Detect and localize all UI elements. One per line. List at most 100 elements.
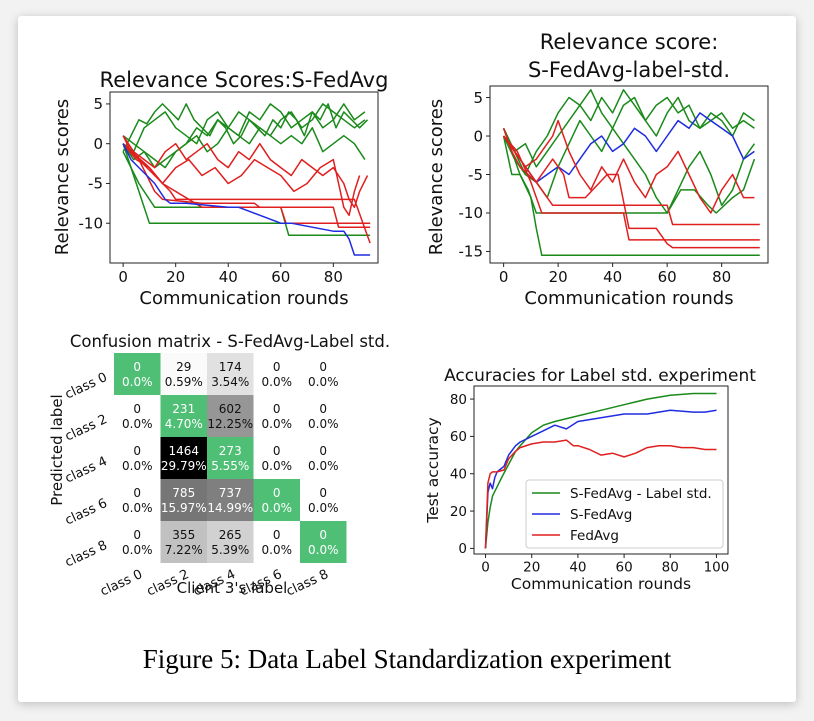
matrix-cell	[114, 353, 161, 395]
cell-percent: 0.0%	[308, 375, 339, 389]
cell-percent: 3.54%	[211, 375, 249, 389]
matrix-cell	[207, 479, 254, 521]
cell-percent: 7.22%	[165, 543, 203, 557]
y-axis-label: Relevance scores	[52, 99, 73, 255]
x-tick-label: 20	[166, 268, 185, 286]
cell-count: 231	[172, 402, 195, 416]
y-axis-label: Predicted label	[48, 394, 66, 505]
matrix-cell	[114, 437, 161, 479]
cell-percent: 0.0%	[262, 459, 293, 473]
y-tick-label: 5	[93, 95, 103, 113]
cell-percent: 12.25%	[207, 417, 253, 431]
series-line-3	[122, 103, 366, 169]
series-line-4	[502, 135, 760, 257]
series-line-7	[122, 143, 361, 217]
cell-percent: 15.97%	[161, 501, 207, 515]
x-axis-label: Communication rounds	[511, 575, 691, 593]
legend: S-FedAvg - Label std. S-FedAvg FedAvg	[525, 479, 724, 549]
cell-percent: 0.0%	[262, 375, 293, 389]
matrix-cell	[253, 353, 300, 395]
matrix-cell	[207, 521, 254, 563]
matrix-cell	[114, 395, 161, 437]
plot-frame	[473, 385, 729, 555]
matrix-cell	[300, 437, 347, 479]
series-line-5	[502, 112, 755, 183]
cell-percent: 5.39%	[211, 543, 249, 557]
series-line-1	[502, 89, 755, 176]
x-tick-label: 100	[704, 560, 730, 576]
tick-labels: 0 20 40 60 80 5 0 -5 -10 -15	[459, 89, 732, 286]
series-line-6	[122, 135, 369, 209]
cell-percent: 0.0%	[262, 417, 293, 431]
matrix-cell	[253, 437, 300, 479]
y-tick-label: 0	[93, 135, 103, 153]
y-tick-label: class 6	[63, 496, 110, 528]
x-axis-label: Communication rounds	[139, 288, 348, 309]
cell-count: 0	[133, 402, 141, 416]
series-line-1	[122, 103, 366, 153]
y-tick-label: 5	[473, 89, 483, 107]
series-line-0	[484, 392, 717, 549]
cell-count: 0	[273, 444, 281, 458]
cell-count: 0	[319, 486, 327, 500]
x-axis-label: Communication rounds	[524, 288, 733, 309]
series-lines	[122, 103, 371, 256]
chart-title: Accuracies for Label std. experiment	[444, 366, 756, 386]
matrix-cell	[160, 479, 207, 521]
cell-count: 0	[319, 528, 327, 542]
y-tick-label: 40	[450, 466, 467, 482]
cell-percent: 0.59%	[165, 375, 203, 389]
matrix-cell	[300, 479, 347, 521]
cell-percent: 5.55%	[211, 459, 249, 473]
cell-count: 0	[273, 402, 281, 416]
y-tick-label: 20	[450, 504, 467, 520]
y-axis-label: Test accuracy	[424, 417, 442, 523]
figure-caption: Figure 5: Data Label Standardization exp…	[142, 644, 672, 674]
x-tick-label: 0	[499, 268, 509, 286]
cell-percent: 14.99%	[207, 501, 253, 515]
cell-count: 0	[273, 486, 281, 500]
y-tick-label: class 0	[63, 370, 110, 402]
x-tick-label: class 0	[98, 567, 145, 599]
chart-title: Confusion matrix - S-FedAvg-Label std.	[70, 332, 390, 351]
cell-count: 0	[133, 360, 141, 374]
x-tick-label: 60	[271, 268, 290, 286]
cell-count: 0	[133, 486, 141, 500]
cell-count: 0	[319, 360, 327, 374]
legend-label: S-FedAvg - Label std.	[570, 486, 712, 502]
cell-percent: 29.79%	[161, 459, 207, 473]
cell-count: 602	[219, 402, 242, 416]
matrix-cell	[300, 521, 347, 563]
chart-title-line-2: S-FedAvg-label-std.	[528, 58, 730, 82]
tick-labels: 0 20 40 60 80 5 0 -5 -10	[79, 95, 343, 286]
y-tick-label: class 8	[63, 538, 110, 570]
cell-percent: 0.0%	[122, 459, 153, 473]
series-line-1	[484, 409, 717, 549]
chart-relevance-sfedavg: Relevance Scores:S-FedAvg Communication …	[52, 68, 388, 309]
matrix-cell	[114, 521, 161, 563]
cell-count: 355	[172, 528, 195, 542]
series-line-0	[122, 103, 369, 153]
series-line-2	[484, 439, 717, 549]
cell-count: 0	[319, 444, 327, 458]
series-line-0	[502, 89, 755, 168]
cell-count: 265	[219, 528, 242, 542]
matrix-cell	[300, 395, 347, 437]
cell-percent: 4.70%	[165, 417, 203, 431]
cell-percent: 0.0%	[122, 417, 153, 431]
x-tick-label: 60	[615, 560, 632, 576]
cell-count: 0	[133, 528, 141, 542]
matrix-cell	[160, 437, 207, 479]
y-tick-label: 80	[450, 392, 467, 408]
y-axis-label: Relevance scores	[426, 99, 447, 255]
legend-label: FedAvg	[570, 528, 619, 544]
chart-title-line-1: Relevance score:	[540, 30, 719, 54]
series-line-10	[122, 143, 371, 224]
legend-box	[525, 479, 724, 549]
cell-percent: 0.0%	[122, 543, 153, 557]
series-line-6	[502, 119, 755, 214]
matrix-cell	[114, 479, 161, 521]
cell-count: 737	[219, 486, 242, 500]
series-line-11	[122, 143, 371, 256]
